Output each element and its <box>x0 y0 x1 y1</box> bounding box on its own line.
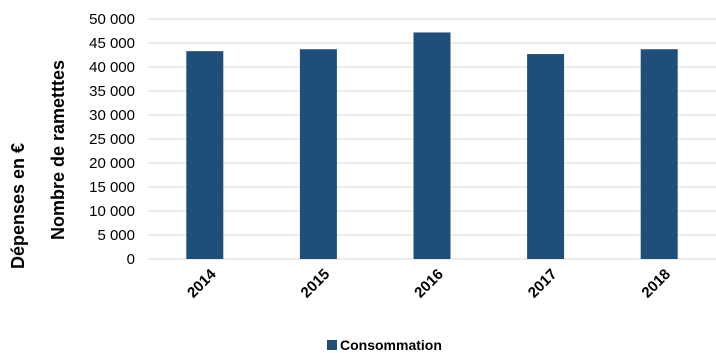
y-axis-title-outer: Dépenses en € <box>8 143 28 269</box>
y-tick-label: 50 000 <box>89 11 135 28</box>
y-tick-label: 15 000 <box>89 179 135 196</box>
y-tick-label: 25 000 <box>89 131 135 148</box>
x-tick-label: 2015 <box>298 266 334 302</box>
y-axis-ticks: 0 5 000 10 000 15 000 20 000 25 000 30 000 35 0… <box>89 11 135 268</box>
x-tick-label: 2017 <box>525 266 561 302</box>
y-tick-label: 20 000 <box>89 155 135 172</box>
x-tick-label: 2016 <box>411 266 447 302</box>
y-tick-label: 5 000 <box>97 227 135 244</box>
y-tick-label: 30 000 <box>89 107 135 124</box>
legend-label: Consommation <box>340 337 442 353</box>
y-tick-label: 40 000 <box>89 59 135 76</box>
legend: Consommation <box>327 337 442 353</box>
y-tick-label: 0 <box>127 251 135 268</box>
bar-2018 <box>640 49 678 259</box>
bar-2014 <box>186 51 224 259</box>
x-tick-label: 2018 <box>638 266 674 302</box>
y-tick-label: 35 000 <box>89 83 135 100</box>
y-tick-label: 45 000 <box>89 35 135 52</box>
legend-swatch <box>327 340 337 350</box>
y-tick-label: 10 000 <box>89 203 135 220</box>
bars <box>186 32 678 259</box>
bar-2016 <box>413 32 451 259</box>
x-tick-label: 2014 <box>184 265 220 301</box>
bar-2017 <box>527 54 565 259</box>
y-axis-title: Nombre de rametttes <box>48 60 68 240</box>
x-axis-ticks: 2014 2015 2016 2017 2018 <box>184 265 674 301</box>
bar-2015 <box>299 49 337 259</box>
